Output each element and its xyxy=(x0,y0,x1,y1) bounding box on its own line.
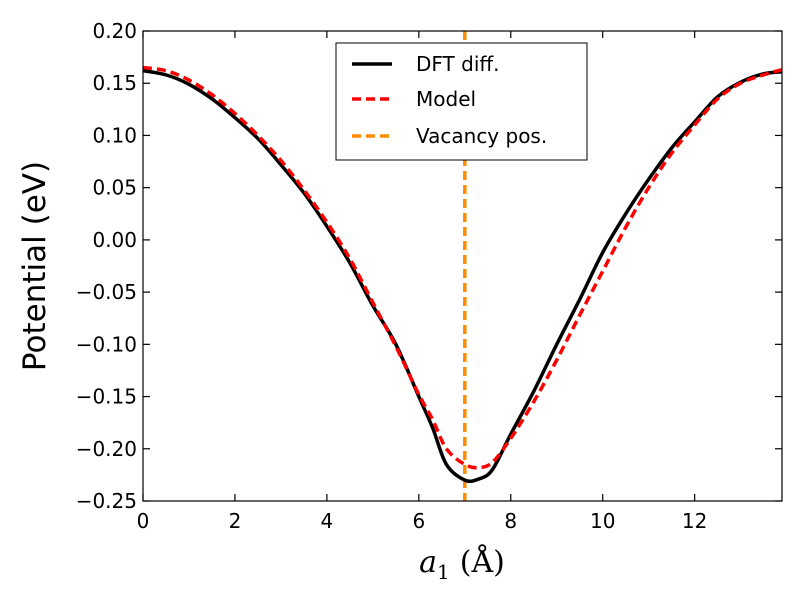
y-tick-label: 0.15 xyxy=(92,71,137,95)
x-axis-title: a1 (Å) xyxy=(419,544,505,584)
y-tick-label: −0.20 xyxy=(76,437,137,461)
y-tick-label: 0.20 xyxy=(92,19,137,43)
legend-label-vacancy: Vacancy pos. xyxy=(416,124,547,148)
x-tick-label: 2 xyxy=(229,509,242,533)
y-tick-label: −0.25 xyxy=(76,489,137,513)
y-tick-label: −0.05 xyxy=(76,280,137,304)
x-tick-label: 6 xyxy=(412,509,425,533)
x-tick-label: 0 xyxy=(137,509,150,533)
axis-tick-labels: 0 2 4 6 8 10 12 0.20 0.15 0.10 0.05 0.00 −0.05 −0.10 −… xyxy=(76,19,708,533)
x-tick-label: 12 xyxy=(682,509,707,533)
y-tick-label: −0.15 xyxy=(76,385,137,409)
series-model-line xyxy=(142,65,783,470)
y-axis-title: Potential (eV) xyxy=(17,161,53,371)
legend: DFT diff. Model Vacancy pos. xyxy=(335,42,588,161)
y-tick-label: −0.10 xyxy=(76,332,137,356)
x-tick-label: 8 xyxy=(504,509,517,533)
plot-frame xyxy=(142,30,783,502)
x-axis-subscript: 1 xyxy=(437,560,450,584)
legend-label-dft: DFT diff. xyxy=(416,52,500,76)
axis-ticks xyxy=(142,30,782,502)
y-tick-label: 0.05 xyxy=(92,176,137,200)
y-tick-label: 0.00 xyxy=(92,228,137,252)
y-tick-label: 0.10 xyxy=(92,123,137,147)
x-tick-label: 4 xyxy=(321,509,334,533)
x-tick-label: 10 xyxy=(590,509,615,533)
x-axis-unit: (Å) xyxy=(460,544,505,580)
legend-label-model: Model xyxy=(416,87,476,111)
x-axis-symbol: a xyxy=(419,545,437,580)
series-dft-line xyxy=(142,68,783,484)
